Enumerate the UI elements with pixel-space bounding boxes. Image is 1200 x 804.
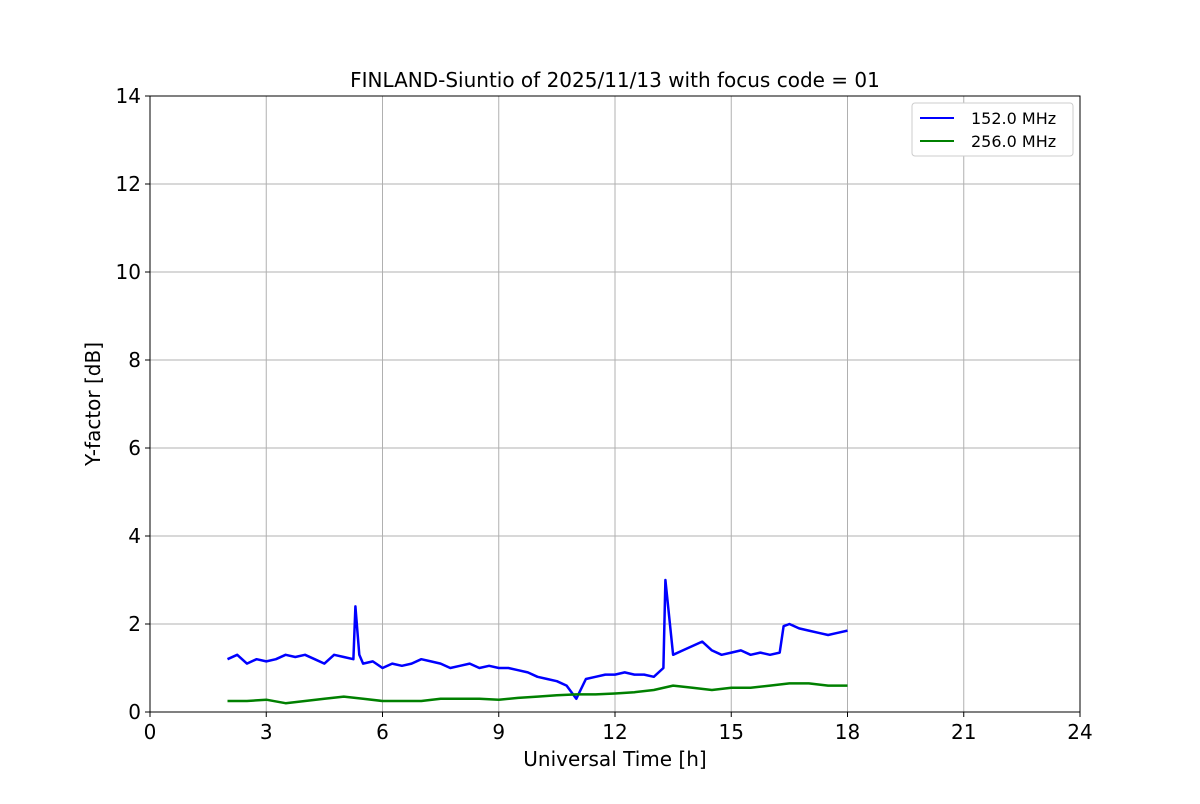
legend-label-152mhz: 152.0 MHz [971,109,1056,128]
y-tick-label: 6 [128,436,141,460]
x-tick-label: 9 [492,720,505,744]
x-tick-label: 21 [951,720,976,744]
legend-box [911,102,1074,157]
legend-label-256mhz: 256.0 MHz [971,132,1056,151]
y-tick-label: 14 [116,84,141,108]
series-layer [226,578,848,705]
x-tick-label: 24 [1067,720,1092,744]
y-tick-label: 10 [116,260,141,284]
x-tick-label: 15 [719,720,744,744]
x-tick-label: 0 [144,720,157,744]
y-tick-label: 0 [128,700,141,724]
y-tick-label: 4 [128,524,141,548]
x-tick-label: 6 [376,720,389,744]
y-tick-label: 2 [128,612,141,636]
y-tick-label: 12 [116,172,141,196]
y-axis-title: Y-factor [dB] [81,342,105,467]
series-line-1 [227,682,848,705]
legend: 152.0 MHz 256.0 MHz [911,102,1074,157]
y-tick-label: 8 [128,348,141,372]
x-tick-label: 12 [602,720,627,744]
x-tick-label: 18 [835,720,860,744]
series-line-0 [226,578,848,701]
x-axis-title: Universal Time [h] [523,747,706,771]
chart-title: FINLAND-Siuntio of 2025/11/13 with focus… [350,68,880,92]
x-tick-label: 3 [260,720,273,744]
